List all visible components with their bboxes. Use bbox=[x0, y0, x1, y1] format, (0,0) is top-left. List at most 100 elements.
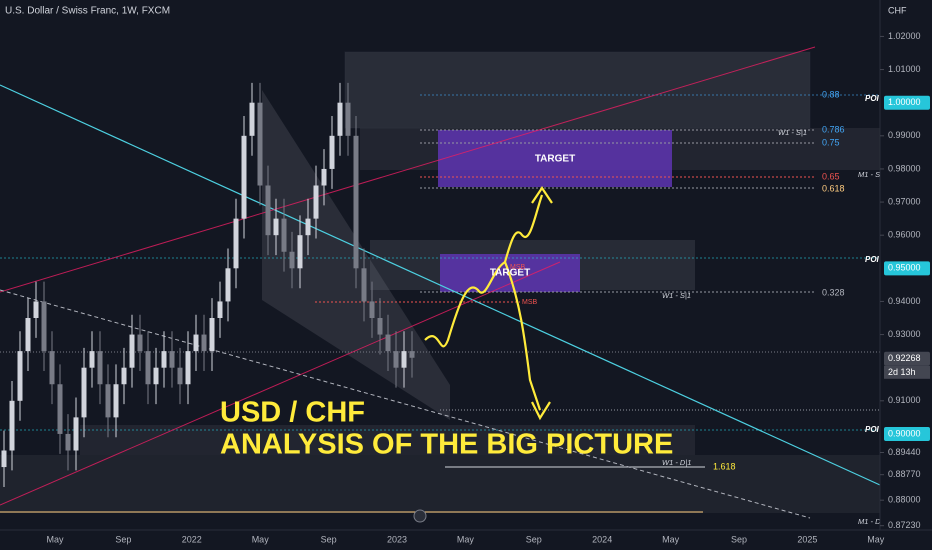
y-tick-label: 0.97000 bbox=[888, 196, 921, 206]
price-badge bbox=[884, 95, 930, 110]
poi-label: POI bbox=[865, 425, 880, 434]
projection-arrow bbox=[503, 194, 544, 263]
x-tick-label: Sep bbox=[526, 534, 542, 544]
countdown-badge bbox=[884, 365, 930, 379]
candle-body bbox=[193, 334, 199, 352]
y-tick-label: 0.98000 bbox=[888, 163, 921, 173]
y-tick-label: 0.89440 bbox=[888, 447, 921, 457]
candle-body bbox=[9, 400, 15, 451]
fib-label: 0.786 bbox=[822, 124, 845, 134]
x-tick-label: 2025 bbox=[797, 534, 817, 544]
candle-body bbox=[49, 351, 55, 385]
countdown-label: 2d 13h bbox=[888, 367, 916, 377]
headline: USD / CHF bbox=[220, 397, 365, 429]
y-tick-label: 1.01000 bbox=[888, 64, 921, 74]
candle-body bbox=[241, 135, 247, 219]
candle-body bbox=[289, 251, 295, 269]
candle-body bbox=[337, 102, 343, 136]
target-label: TARGET bbox=[490, 268, 530, 279]
y-tick-label: 1.02000 bbox=[888, 31, 921, 41]
msb-label: MSB bbox=[510, 264, 526, 271]
candle-body bbox=[97, 351, 103, 385]
candles bbox=[1, 82, 415, 487]
poi-label: POI bbox=[865, 255, 880, 264]
arrow-head bbox=[531, 401, 551, 421]
trend-line bbox=[0, 289, 811, 519]
candle-body bbox=[25, 318, 31, 352]
candle-body bbox=[73, 417, 79, 451]
y-tick-label: 0.94000 bbox=[888, 296, 921, 306]
candle-body bbox=[201, 334, 207, 352]
level-tag: W1 - D|1 bbox=[662, 458, 691, 467]
x-tick-label: Sep bbox=[731, 534, 747, 544]
level-tag: W1 - S|1 bbox=[778, 128, 807, 137]
channel-line bbox=[0, 46, 816, 293]
channel-line bbox=[0, 261, 561, 506]
fib-label: 0.65 bbox=[822, 171, 840, 181]
candle-body bbox=[281, 218, 287, 252]
target-label: TARGET bbox=[535, 154, 575, 165]
msb-label: MSB bbox=[522, 299, 538, 306]
chart-title: U.S. Dollar / Swiss Franc, 1W, FXCM bbox=[5, 6, 170, 17]
x-tick-label: May bbox=[46, 534, 64, 544]
candle-body bbox=[225, 268, 231, 302]
fib-label: 0.618 bbox=[822, 183, 845, 193]
candle-body bbox=[297, 235, 303, 269]
candle-body bbox=[177, 367, 183, 385]
candle-body bbox=[129, 334, 135, 368]
candle-body bbox=[345, 102, 351, 136]
candle-body bbox=[353, 135, 359, 269]
fib-label: 0.328 bbox=[822, 287, 845, 297]
candle-body bbox=[65, 433, 71, 451]
candle-body bbox=[185, 351, 191, 385]
candle-body bbox=[137, 334, 143, 352]
candle-body bbox=[41, 301, 47, 352]
arrow-head bbox=[531, 186, 553, 204]
x-tick-label: Sep bbox=[321, 534, 337, 544]
price-badge bbox=[884, 261, 930, 276]
event-icon[interactable] bbox=[413, 509, 427, 523]
x-tick-label: Sep bbox=[115, 534, 131, 544]
price-badge-label: 0.95000 bbox=[888, 263, 921, 273]
price-badge-label: 0.90000 bbox=[888, 428, 921, 438]
price-badge bbox=[884, 351, 930, 366]
candle-body bbox=[217, 301, 223, 318]
candle-body bbox=[153, 367, 159, 385]
candle-body bbox=[265, 185, 271, 236]
headline: ANALYSIS OF THE BIG PICTURE bbox=[220, 429, 673, 461]
candle-body bbox=[377, 318, 383, 335]
candle-body bbox=[161, 351, 167, 368]
candle-body bbox=[401, 351, 407, 368]
x-tick-label: May bbox=[252, 534, 270, 544]
y-tick-label: 0.87230 bbox=[888, 520, 921, 530]
fib-label: 0.88 bbox=[822, 89, 840, 99]
x-tick-label: 2022 bbox=[182, 534, 202, 544]
x-tick-label: May bbox=[457, 534, 475, 544]
candle-body bbox=[113, 384, 119, 418]
x-tick-label: May bbox=[662, 534, 680, 544]
candle-body bbox=[145, 351, 151, 385]
candle-body bbox=[233, 218, 239, 269]
projection-arrow bbox=[424, 260, 542, 411]
supply-zone bbox=[344, 51, 811, 129]
candle-body bbox=[257, 102, 263, 186]
candle-body bbox=[105, 384, 111, 418]
x-tick-label: 2023 bbox=[387, 534, 407, 544]
x-tick-label: 2024 bbox=[592, 534, 612, 544]
level-tag: M1 - D bbox=[858, 517, 881, 526]
candle-body bbox=[409, 351, 415, 358]
candle-body bbox=[313, 185, 319, 219]
candle-body bbox=[385, 334, 391, 352]
level-tag: W1 - S|1 bbox=[662, 291, 691, 300]
candle-body bbox=[169, 351, 175, 368]
y-tick-label: 0.93000 bbox=[888, 329, 921, 339]
candle-body bbox=[121, 367, 127, 385]
fib-label: 1.618 bbox=[713, 461, 736, 471]
candle-body bbox=[361, 268, 367, 302]
x-tick-label: May bbox=[867, 534, 885, 544]
candle-body bbox=[393, 351, 399, 368]
y-tick-label: 0.99000 bbox=[888, 130, 921, 140]
y-tick-label: 0.88770 bbox=[888, 469, 921, 479]
candle-body bbox=[17, 351, 23, 401]
